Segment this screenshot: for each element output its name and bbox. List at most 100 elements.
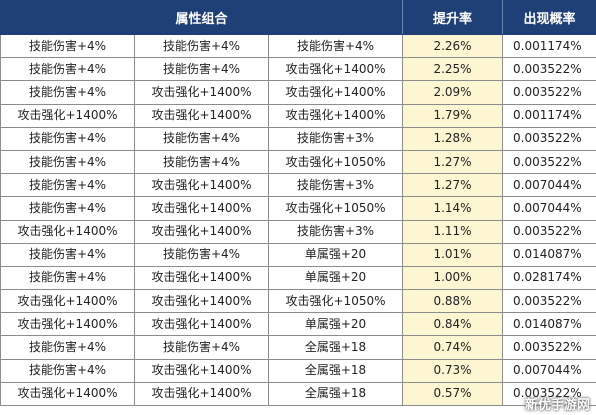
attr-2-cell: 技能伤害+4%	[134, 149, 269, 175]
boost-rate-cell: 1.11%	[402, 219, 503, 244]
attr-2-cell: 攻击强化+1400%	[134, 103, 269, 128]
attr-1-cell: 攻击强化+1400%	[0, 381, 135, 407]
site-watermark: 新优手游网	[524, 398, 590, 413]
probability-cell: 0.003522%	[502, 381, 596, 407]
probability-cell: 0.003522%	[502, 219, 596, 244]
attr-1-cell: 技能伤害+4%	[0, 358, 135, 383]
probability-cell: 0.003522%	[502, 126, 596, 151]
attr-3-cell: 技能伤害+3%	[268, 173, 403, 198]
attr-1-cell: 攻击强化+1400%	[0, 219, 135, 244]
header-attr-combo: 属性组合	[0, 0, 403, 35]
probability-cell: 0.003522%	[502, 57, 596, 82]
header-probability: 出现概率	[502, 0, 596, 35]
attr-1-cell: 技能伤害+4%	[0, 173, 135, 198]
attr-2-cell: 技能伤害+4%	[134, 242, 269, 267]
attr-2-cell: 攻击强化+1400%	[134, 381, 269, 407]
attr-3-cell: 攻击强化+1400%	[268, 103, 403, 128]
attr-3-cell: 攻击强化+1050%	[268, 149, 403, 175]
table-row: 攻击强化+1400% 攻击强化+1400% 攻击强化+1050% 0.88% 0.003…	[0, 289, 596, 314]
boost-rate-cell: 0.84%	[402, 312, 503, 337]
attr-2-cell: 攻击强化+1400%	[134, 196, 269, 221]
attr-1-cell: 技能伤害+4%	[0, 149, 135, 175]
boost-rate-cell: 2.26%	[402, 33, 503, 59]
table-row: 攻击强化+1400% 攻击强化+1400% 单属强+20 0.84% 0.014087%	[0, 312, 596, 337]
attr-1-cell: 技能伤害+4%	[0, 126, 135, 151]
boost-rate-cell: 1.00%	[402, 265, 503, 291]
boost-rate-cell: 1.28%	[402, 126, 503, 151]
table-header-row: 属性组合 提升率 出现概率	[0, 0, 596, 35]
attr-2-cell: 攻击强化+1400%	[134, 219, 269, 244]
attr-2-cell: 攻击强化+1400%	[134, 265, 269, 291]
table-row: 技能伤害+4% 技能伤害+4% 技能伤害+4% 2.26% 0.001174%	[0, 33, 596, 59]
probability-cell: 0.028174%	[502, 265, 596, 291]
attr-2-cell: 攻击强化+1400%	[134, 173, 269, 198]
table-row: 技能伤害+4% 攻击强化+1400% 技能伤害+3% 1.27% 0.007044%	[0, 173, 596, 198]
attr-1-cell: 技能伤害+4%	[0, 196, 135, 221]
table-row: 技能伤害+4% 攻击强化+1400% 全属强+18 0.73% 0.007044%	[0, 358, 596, 383]
attr-3-cell: 攻击强化+1400%	[268, 57, 403, 82]
attr-2-cell: 攻击强化+1400%	[134, 358, 269, 383]
attr-3-cell: 攻击强化+1050%	[268, 196, 403, 221]
attr-1-cell: 攻击强化+1400%	[0, 289, 135, 314]
boost-rate-cell: 0.88%	[402, 289, 503, 314]
attr-3-cell: 攻击强化+1400%	[268, 80, 403, 105]
attr-2-cell: 攻击强化+1400%	[134, 289, 269, 314]
boost-rate-cell: 1.27%	[402, 149, 503, 175]
table-row: 技能伤害+4% 技能伤害+4% 技能伤害+3% 1.28% 0.003522%	[0, 126, 596, 151]
probability-cell: 0.007044%	[502, 358, 596, 383]
table-row: 技能伤害+4% 技能伤害+4% 攻击强化+1050% 1.27% 0.003522%	[0, 149, 596, 175]
probability-cell: 0.014087%	[502, 312, 596, 337]
table-row: 技能伤害+4% 攻击强化+1400% 攻击强化+1050% 1.14% 0.007044…	[0, 196, 596, 221]
probability-cell: 0.003522%	[502, 289, 596, 314]
attr-3-cell: 单属强+20	[268, 242, 403, 267]
probability-cell: 0.007044%	[502, 173, 596, 198]
table-row: 攻击强化+1400% 攻击强化+1400% 攻击强化+1400% 1.79% 0.001…	[0, 103, 596, 128]
boost-rate-cell: 0.73%	[402, 358, 503, 383]
boost-rate-cell: 2.09%	[402, 80, 503, 105]
attr-2-cell: 攻击强化+1400%	[134, 80, 269, 105]
attr-3-cell: 攻击强化+1050%	[268, 289, 403, 314]
table-row: 技能伤害+4% 技能伤害+4% 单属强+20 1.01% 0.014087%	[0, 242, 596, 267]
attr-3-cell: 单属强+20	[268, 265, 403, 291]
attr-3-cell: 全属强+18	[268, 335, 403, 360]
table-row: 技能伤害+4% 攻击强化+1400% 单属强+20 1.00% 0.028174%	[0, 265, 596, 291]
boost-rate-cell: 0.57%	[402, 381, 503, 407]
probability-cell: 0.001174%	[502, 33, 596, 59]
attr-2-cell: 技能伤害+4%	[134, 335, 269, 360]
boost-rate-cell: 1.01%	[402, 242, 503, 267]
probability-cell: 0.014087%	[502, 242, 596, 267]
attr-1-cell: 技能伤害+4%	[0, 33, 135, 59]
table-row: 技能伤害+4% 技能伤害+4% 全属强+18 0.74% 0.003522%	[0, 335, 596, 360]
attr-3-cell: 技能伤害+4%	[268, 33, 403, 59]
header-boost-rate: 提升率	[402, 0, 503, 35]
attr-1-cell: 攻击强化+1400%	[0, 103, 135, 128]
attr-2-cell: 技能伤害+4%	[134, 126, 269, 151]
attr-1-cell: 攻击强化+1400%	[0, 312, 135, 337]
attr-2-cell: 技能伤害+4%	[134, 57, 269, 82]
probability-cell: 0.001174%	[502, 103, 596, 128]
attr-1-cell: 技能伤害+4%	[0, 335, 135, 360]
attr-1-cell: 技能伤害+4%	[0, 242, 135, 267]
boost-rate-cell: 1.27%	[402, 173, 503, 198]
attr-3-cell: 技能伤害+3%	[268, 126, 403, 151]
attr-1-cell: 技能伤害+4%	[0, 57, 135, 82]
attr-3-cell: 单属强+20	[268, 312, 403, 337]
probability-cell: 0.003522%	[502, 80, 596, 105]
attr-2-cell: 攻击强化+1400%	[134, 312, 269, 337]
attr-3-cell: 全属强+18	[268, 381, 403, 407]
probability-cell: 0.007044%	[502, 196, 596, 221]
attr-3-cell: 全属强+18	[268, 358, 403, 383]
attr-1-cell: 技能伤害+4%	[0, 265, 135, 291]
attr-1-cell: 技能伤害+4%	[0, 80, 135, 105]
boost-rate-cell: 2.25%	[402, 57, 503, 82]
table-row: 攻击强化+1400% 攻击强化+1400% 技能伤害+3% 1.11% 0.003522…	[0, 219, 596, 244]
attr-2-cell: 技能伤害+4%	[134, 33, 269, 59]
boost-rate-cell: 0.74%	[402, 335, 503, 360]
probability-cell: 0.003522%	[502, 335, 596, 360]
table-row: 攻击强化+1400% 攻击强化+1400% 全属强+18 0.57% 0.003522%	[0, 381, 596, 407]
table-body: 技能伤害+4% 技能伤害+4% 技能伤害+4% 2.26% 0.001174% 技能伤害+…	[0, 33, 596, 407]
boost-rate-cell: 1.79%	[402, 103, 503, 128]
table-row: 技能伤害+4% 技能伤害+4% 攻击强化+1400% 2.25% 0.003522%	[0, 57, 596, 82]
attr-3-cell: 技能伤害+3%	[268, 219, 403, 244]
